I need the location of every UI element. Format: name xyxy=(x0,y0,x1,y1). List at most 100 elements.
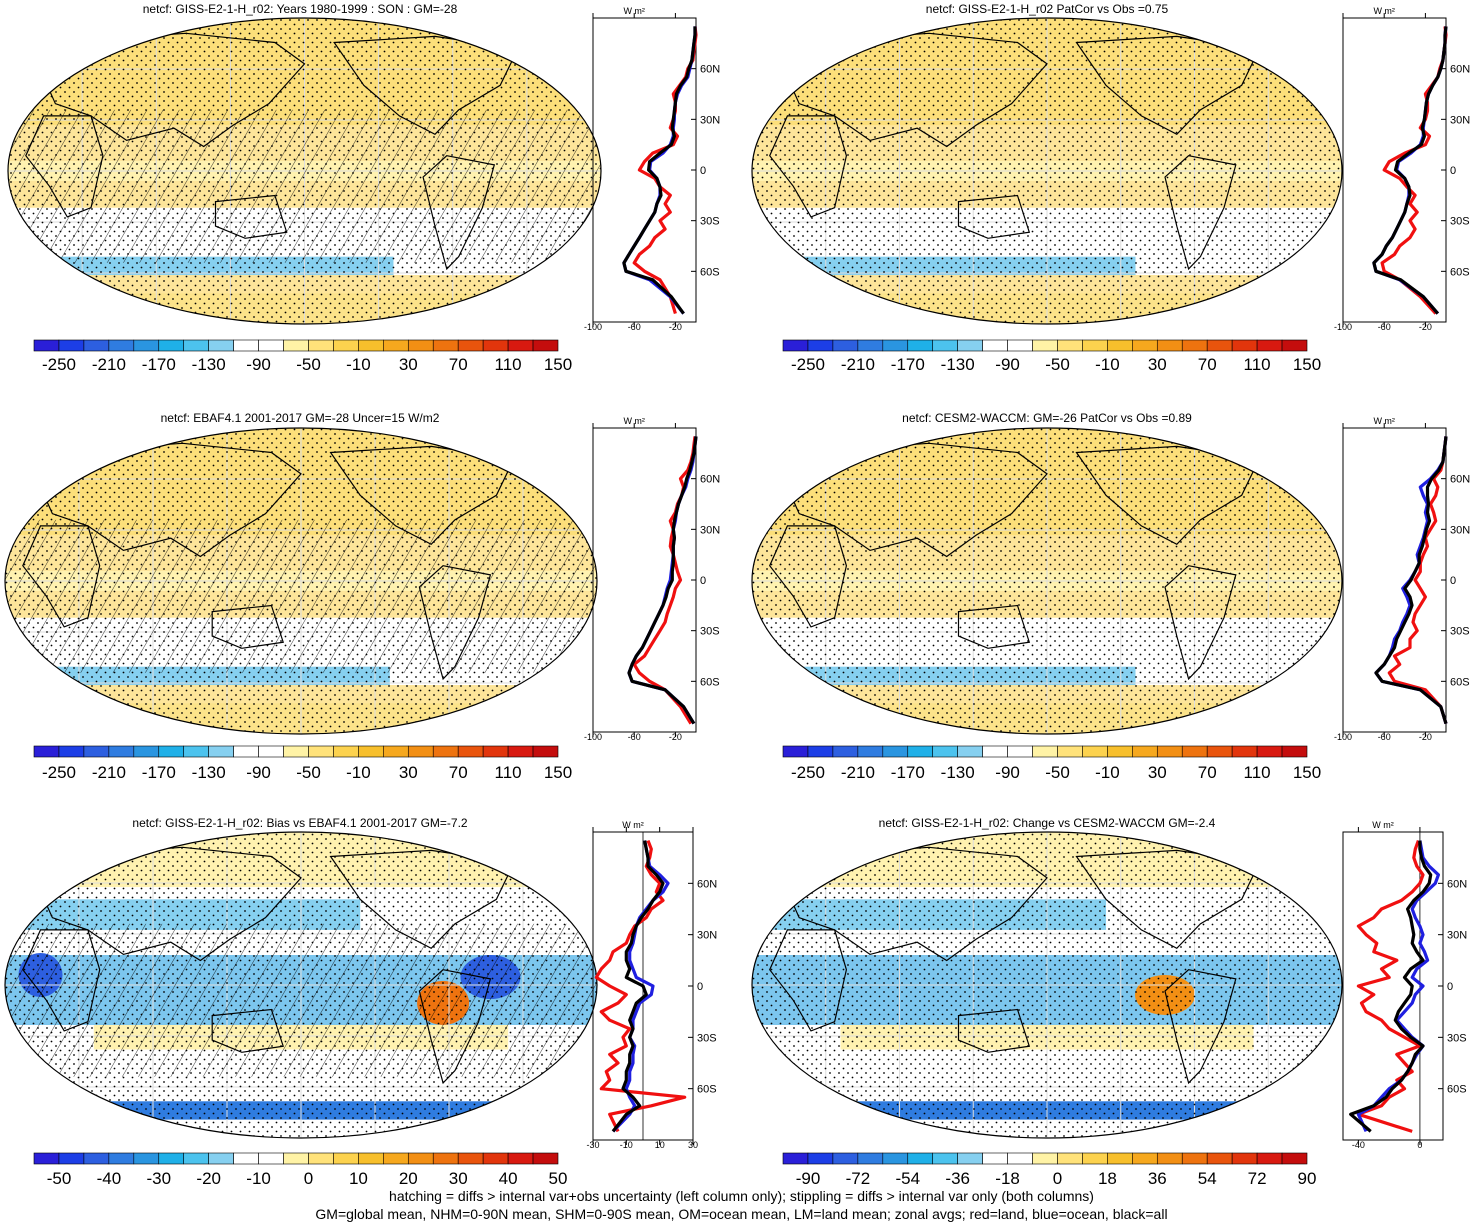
profile-lat-label: 30S xyxy=(700,626,720,638)
profile-unit: W m² xyxy=(1372,820,1394,830)
colorbar-box xyxy=(807,339,834,352)
colorbar-box xyxy=(1281,745,1308,758)
colorbar-box xyxy=(857,745,884,758)
colorbar-box xyxy=(58,339,85,352)
profile-lat-label: 60S xyxy=(700,266,720,278)
colorbar-box xyxy=(58,1152,85,1165)
profile-all-line xyxy=(1372,26,1448,315)
colorbar-box xyxy=(457,745,484,758)
colorbar-box xyxy=(432,1152,459,1165)
map xyxy=(8,18,601,324)
profile-lat-label: 30N xyxy=(1447,930,1467,942)
profile-lat-label: 60N xyxy=(697,878,717,890)
profile-x-label: -60 xyxy=(628,322,641,332)
colorbar-box xyxy=(1156,339,1183,352)
colorbar-box xyxy=(158,1152,185,1165)
zonal-profile: W m² -100 -60 -20 60N 30N 0 30S 60S xyxy=(1334,416,1470,742)
colorbar-box xyxy=(532,745,559,758)
stippling xyxy=(752,428,1342,734)
colorbar-box xyxy=(932,339,958,352)
colorbar-box xyxy=(507,745,534,758)
colorbar-label: -90 xyxy=(796,1169,821,1188)
map xyxy=(5,428,597,734)
colorbar-label: -130 xyxy=(192,355,226,374)
colorbar-label: -90 xyxy=(246,763,271,782)
profile-x-label: -100 xyxy=(584,732,602,742)
profile-ocean-line xyxy=(622,26,697,315)
map-outline xyxy=(751,831,1343,1139)
map-outline xyxy=(4,831,598,1139)
colorbar-box xyxy=(33,745,60,758)
colorbar-label: 150 xyxy=(544,355,572,374)
colorbar-label: 90 xyxy=(1298,1169,1317,1188)
colorbar-label: -10 xyxy=(1095,355,1120,374)
profile-lat-label: 30S xyxy=(1450,216,1470,228)
colorbar-box xyxy=(1181,339,1208,352)
profile-unit: W m² xyxy=(623,416,645,426)
map-outline xyxy=(4,427,598,735)
colorbar-label: -10 xyxy=(246,1169,271,1188)
colorbar-box xyxy=(208,745,234,758)
colorbar-box xyxy=(1032,339,1058,352)
colorbar-box xyxy=(1082,1152,1108,1165)
profile-ocean-line xyxy=(611,840,670,1133)
colorbar-box xyxy=(482,745,509,758)
colorbar-box xyxy=(383,339,409,352)
colorbar-label: -50 xyxy=(296,763,321,782)
profile-land-line xyxy=(632,26,698,315)
colorbar-label: -170 xyxy=(142,763,176,782)
colorbar-box xyxy=(532,339,559,352)
profile-frame xyxy=(1342,427,1447,733)
colorbar-box xyxy=(857,1152,884,1165)
profile-x-label: -60 xyxy=(1378,732,1391,742)
colorbar-label: -170 xyxy=(891,763,925,782)
colorbar-label: -250 xyxy=(42,355,76,374)
colorbar-box xyxy=(957,1152,983,1165)
colorbar-box xyxy=(358,1152,384,1165)
profile-all-line xyxy=(1349,840,1433,1133)
profile-lat-label: 60N xyxy=(1450,474,1470,486)
colorbar: -250 -210 -170 -130 -90 -50 -10 30 70 110 150 xyxy=(782,745,1321,782)
colorbar-box xyxy=(383,1152,409,1165)
colorbar-label: 20 xyxy=(399,1169,418,1188)
colorbar-box xyxy=(358,339,384,352)
hatching xyxy=(8,109,601,263)
colorbar-box xyxy=(807,1152,834,1165)
profile-lat-label: 30S xyxy=(1450,626,1470,638)
hatching xyxy=(5,923,597,1077)
profile-lat-label: 0 xyxy=(1450,575,1456,587)
profile-unit: W m² xyxy=(623,6,645,16)
profile-lat-label: 60S xyxy=(1450,676,1470,688)
colorbar-box xyxy=(1007,1152,1033,1165)
colorbar-label: -54 xyxy=(896,1169,921,1188)
colorbar-label: -250 xyxy=(42,763,76,782)
colorbar-label: -250 xyxy=(791,355,825,374)
colorbar-box xyxy=(308,745,334,758)
colorbar-box xyxy=(108,1152,135,1165)
profile-lat-label: 30N xyxy=(697,930,717,942)
colorbar-box xyxy=(1231,745,1258,758)
colorbar-box xyxy=(1107,1152,1133,1165)
colorbar-box xyxy=(308,1152,334,1165)
profile-land-line xyxy=(1380,26,1448,315)
colorbar-box xyxy=(932,1152,958,1165)
profile-lat-label: 60N xyxy=(1450,64,1470,76)
profile-lat-label: 0 xyxy=(700,165,706,177)
colorbar-box xyxy=(183,745,209,758)
map xyxy=(752,18,1342,324)
profile-unit: W m² xyxy=(622,820,644,830)
colorbar-box xyxy=(108,745,135,758)
panel-3: netcf: EBAF4.1 2001-2017 GM=-28 Uncer=15… xyxy=(4,411,720,782)
colorbar-label: -210 xyxy=(841,763,875,782)
colorbar-label: 110 xyxy=(495,355,522,374)
panel-2: netcf: GISS-E2-1-H_r02 PatCor vs Obs =0.… xyxy=(751,2,1470,374)
colorbar-box xyxy=(407,745,434,758)
colorbar-box xyxy=(1256,339,1283,352)
footer-line-2: GM=global mean, NHM=0-90N mean, SHM=0-90… xyxy=(315,1206,1168,1222)
map-outline xyxy=(751,427,1343,735)
colorbar-label: 10 xyxy=(349,1169,368,1188)
colorbar-label: 150 xyxy=(1293,355,1321,374)
colorbar-box xyxy=(133,339,160,352)
colorbar-box xyxy=(1256,1152,1283,1165)
